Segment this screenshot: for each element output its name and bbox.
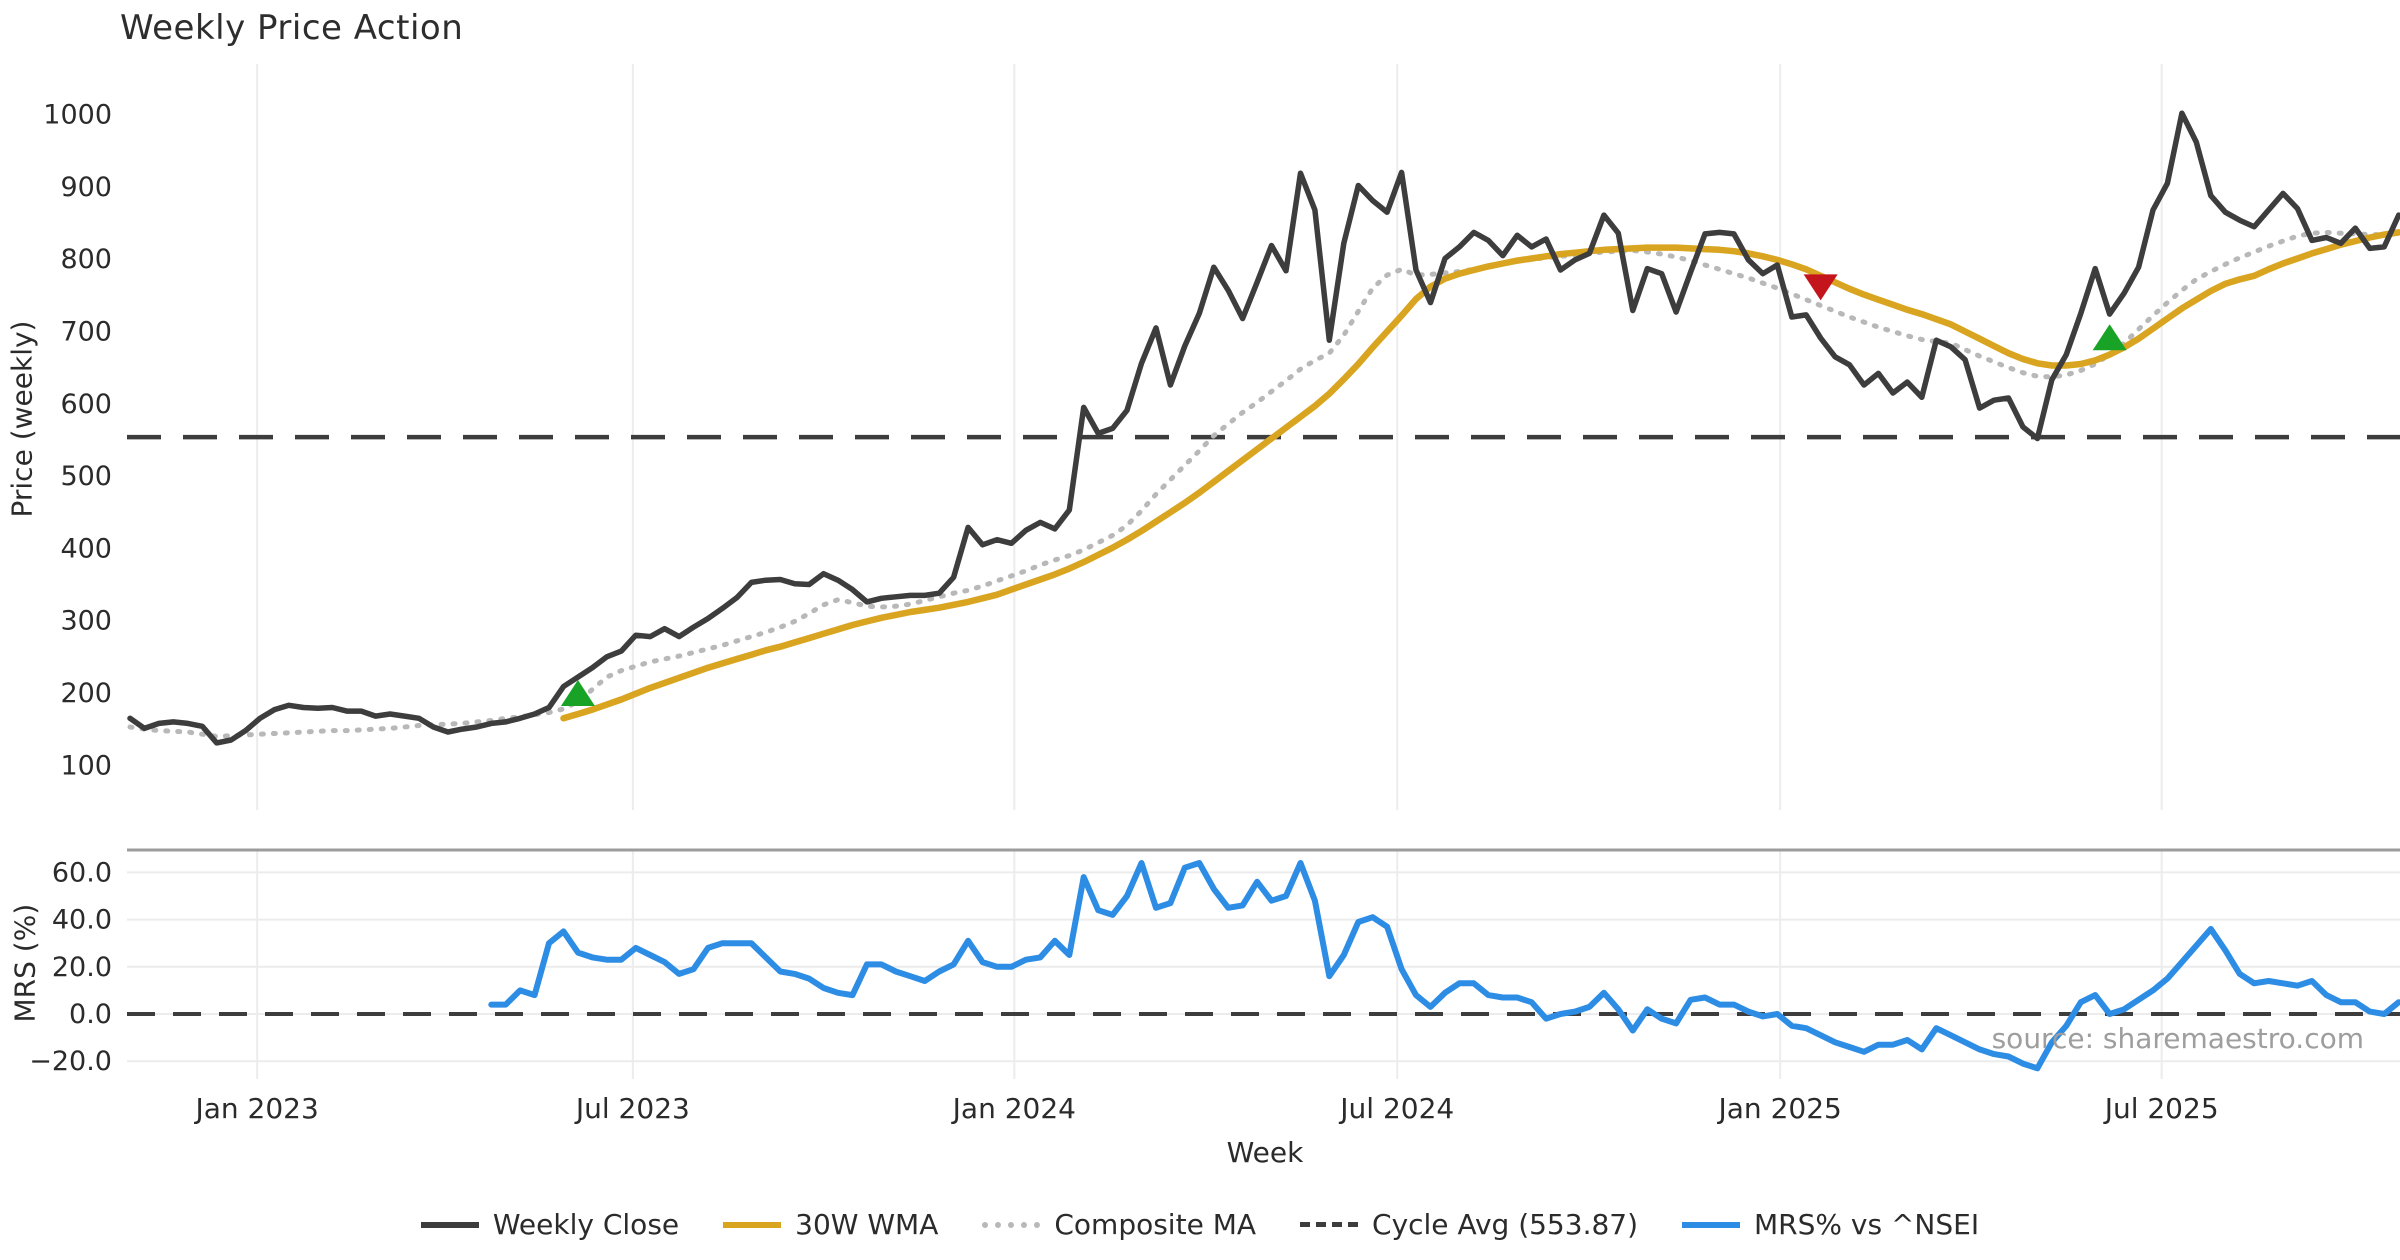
price-y-tick-label: 1000 (43, 100, 112, 131)
price-y-tick-label: 700 (60, 317, 112, 348)
mrs-y-tick-label: −20.0 (29, 1046, 112, 1077)
x-tick-label: Jul 2024 (1338, 1092, 1454, 1125)
series-mrs-vs-nsei (488, 860, 2400, 1072)
price-y-tick-label: 900 (60, 172, 112, 203)
week-axis-title: Week (1226, 1136, 1304, 1169)
x-tick-label: Jul 2023 (574, 1092, 690, 1125)
legend-swatch (420, 1221, 479, 1228)
mrs-y-tick-label: 20.0 (52, 952, 112, 983)
legend-item-mrs-vs-nsei[interactable]: MRS% vs ^NSEI (1682, 1208, 1979, 1241)
price-y-tick-label: 800 (60, 244, 112, 275)
price-y-tick-label: 300 (60, 606, 112, 637)
legend-label: Composite MA (1054, 1208, 1257, 1241)
legend-item-weekly-close[interactable]: Weekly Close (420, 1208, 680, 1241)
chart-title: Weekly Price Action (120, 8, 464, 48)
x-tick-label: Jul 2025 (2103, 1092, 2219, 1125)
legend-label: 30W WMA (795, 1208, 939, 1241)
mrs-y-tick-label: 0.0 (69, 999, 112, 1030)
legend-item-30w-wma[interactable]: 30W WMA (723, 1208, 938, 1241)
price-y-tick-label: 600 (60, 389, 112, 420)
price-axis-title: Price (weekly) (5, 320, 39, 518)
legend-item-composite-ma[interactable]: Composite MA (982, 1208, 1256, 1241)
sell-signal-marker (1803, 274, 1838, 301)
price-y-tick-label: 400 (60, 533, 112, 564)
source-note: source: sharemaestro.com (1991, 1022, 2364, 1055)
legend-label: MRS% vs ^NSEI (1754, 1208, 1980, 1241)
series-composite-ma (127, 229, 2400, 739)
mrs-y-tick-label: 40.0 (52, 905, 112, 936)
price-y-tick-label: 200 (60, 678, 112, 709)
series-30w-wma (560, 229, 2400, 722)
price-y-tick-label: 500 (60, 461, 112, 492)
legend-item-cycle-avg-553-87-[interactable]: Cycle Avg (553.87) (1300, 1208, 1638, 1241)
x-tick-label: Jan 2023 (193, 1092, 318, 1125)
buy-signal-marker (560, 680, 595, 706)
x-tick-label: Jan 2024 (951, 1092, 1076, 1125)
legend-swatch (1300, 1222, 1359, 1227)
legend-swatch (723, 1221, 782, 1228)
legend-label: Cycle Avg (553.87) (1372, 1208, 1639, 1241)
legend-label: Weekly Close (492, 1208, 680, 1241)
mrs-y-tick-label: 60.0 (52, 857, 112, 888)
legend-swatch (1682, 1221, 1741, 1228)
price-y-tick-label: 100 (60, 750, 112, 781)
buy-signal-marker (2092, 324, 2127, 351)
x-tick-label: Jan 2025 (1717, 1092, 1842, 1125)
mrs-axis-title: MRS (%) (8, 903, 42, 1023)
series-weekly-close (127, 110, 2400, 746)
legend: Weekly Close 30W WMA Composite MA Cycle Avg… (0, 1208, 2400, 1241)
legend-swatch (982, 1221, 1041, 1228)
